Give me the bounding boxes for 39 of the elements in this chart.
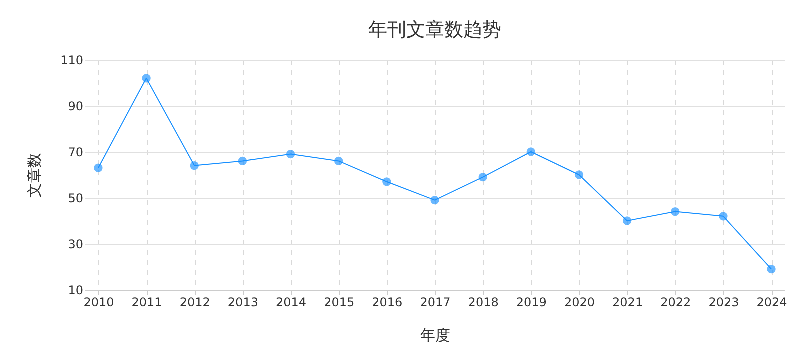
y-tick-label: 10 — [68, 284, 84, 298]
y-tick-label: 30 — [68, 238, 84, 252]
point — [478, 172, 488, 182]
point — [767, 264, 776, 274]
point — [430, 196, 440, 205]
point — [574, 170, 584, 180]
x-tick-label: 2016 — [372, 296, 403, 310]
x-tick-label: 2012 — [180, 296, 210, 310]
chart-title: 年刊文章数趋势 — [368, 19, 502, 41]
x-tick-label: 2015 — [324, 296, 355, 310]
x-tick-label: 2020 — [564, 296, 596, 310]
x-tick-label: 2013 — [228, 296, 258, 310]
x-tick-label: 2017 — [420, 296, 451, 310]
x-tick-label: 2011 — [132, 296, 162, 310]
point — [286, 150, 296, 159]
point — [238, 156, 248, 166]
point — [190, 161, 199, 170]
point — [382, 178, 392, 186]
point — [526, 148, 536, 156]
x-tick-label: 2024 — [756, 296, 788, 310]
x-tick-label: 2018 — [468, 296, 499, 310]
point — [142, 74, 151, 83]
point — [622, 216, 632, 226]
x-tick-label: 2010 — [84, 296, 114, 310]
y-tick-label: 90 — [68, 100, 84, 114]
point — [94, 164, 103, 172]
x-axis-title: 年度 — [420, 326, 450, 344]
y-axis-title: 文章数 — [26, 153, 44, 198]
x-tick-label: 2022 — [660, 296, 692, 310]
x-tick-label: 2019 — [516, 296, 547, 310]
point — [719, 212, 728, 221]
x-tick-label: 2023 — [708, 296, 740, 310]
y-tick-label: 110 — [60, 54, 84, 68]
point — [334, 156, 344, 166]
y-tick-label: 50 — [68, 192, 84, 206]
x-tick-label: 2014 — [276, 296, 307, 310]
x-tick-label: 2021 — [612, 296, 644, 310]
point — [671, 207, 680, 216]
y-tick-label: 70 — [68, 146, 84, 160]
